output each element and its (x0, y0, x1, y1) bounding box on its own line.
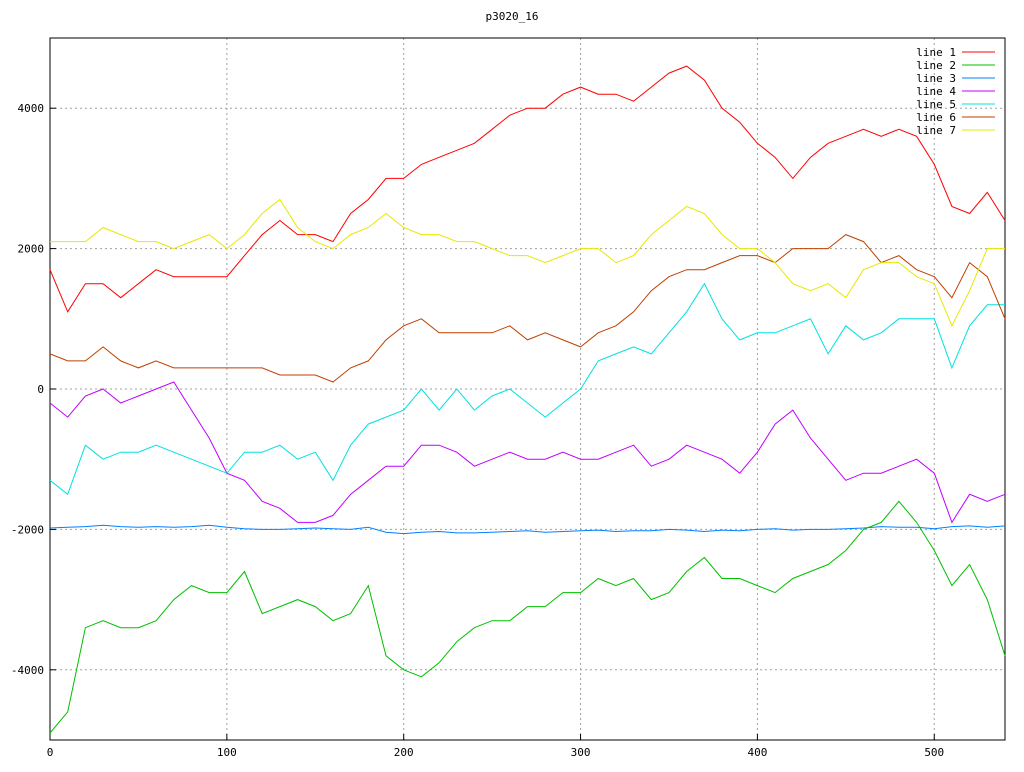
series-line (49, 65, 1006, 313)
legend-label: line 6 (916, 111, 956, 124)
y-tick-label: 4000 (18, 102, 45, 115)
y-tick-label: 2000 (18, 243, 45, 256)
series-line (49, 234, 1006, 383)
x-tick-label: 300 (571, 746, 591, 759)
y-tick-label: 0 (37, 383, 44, 396)
legend-label: line 7 (916, 124, 956, 137)
series-line (49, 500, 1006, 734)
legend-label: line 1 (916, 46, 956, 59)
x-tick-label: 500 (924, 746, 944, 759)
series-line (49, 282, 1005, 496)
series-line (49, 524, 1006, 535)
x-tick-label: 200 (394, 746, 414, 759)
plot-border (49, 37, 1006, 741)
legend-label: line 3 (916, 72, 956, 85)
series-line (50, 198, 1005, 327)
y-tick-label: -2000 (11, 523, 44, 536)
legend-label: line 5 (916, 98, 956, 111)
x-tick-label: 400 (747, 746, 767, 759)
y-tick-label: -4000 (11, 664, 44, 677)
series-line (49, 381, 1006, 524)
x-tick-label: 100 (217, 746, 237, 759)
legend-label: line 2 (916, 59, 956, 72)
legend-label: line 4 (916, 85, 956, 98)
chart-title: p3020_16 (486, 10, 539, 23)
x-tick-label: 0 (47, 746, 54, 759)
